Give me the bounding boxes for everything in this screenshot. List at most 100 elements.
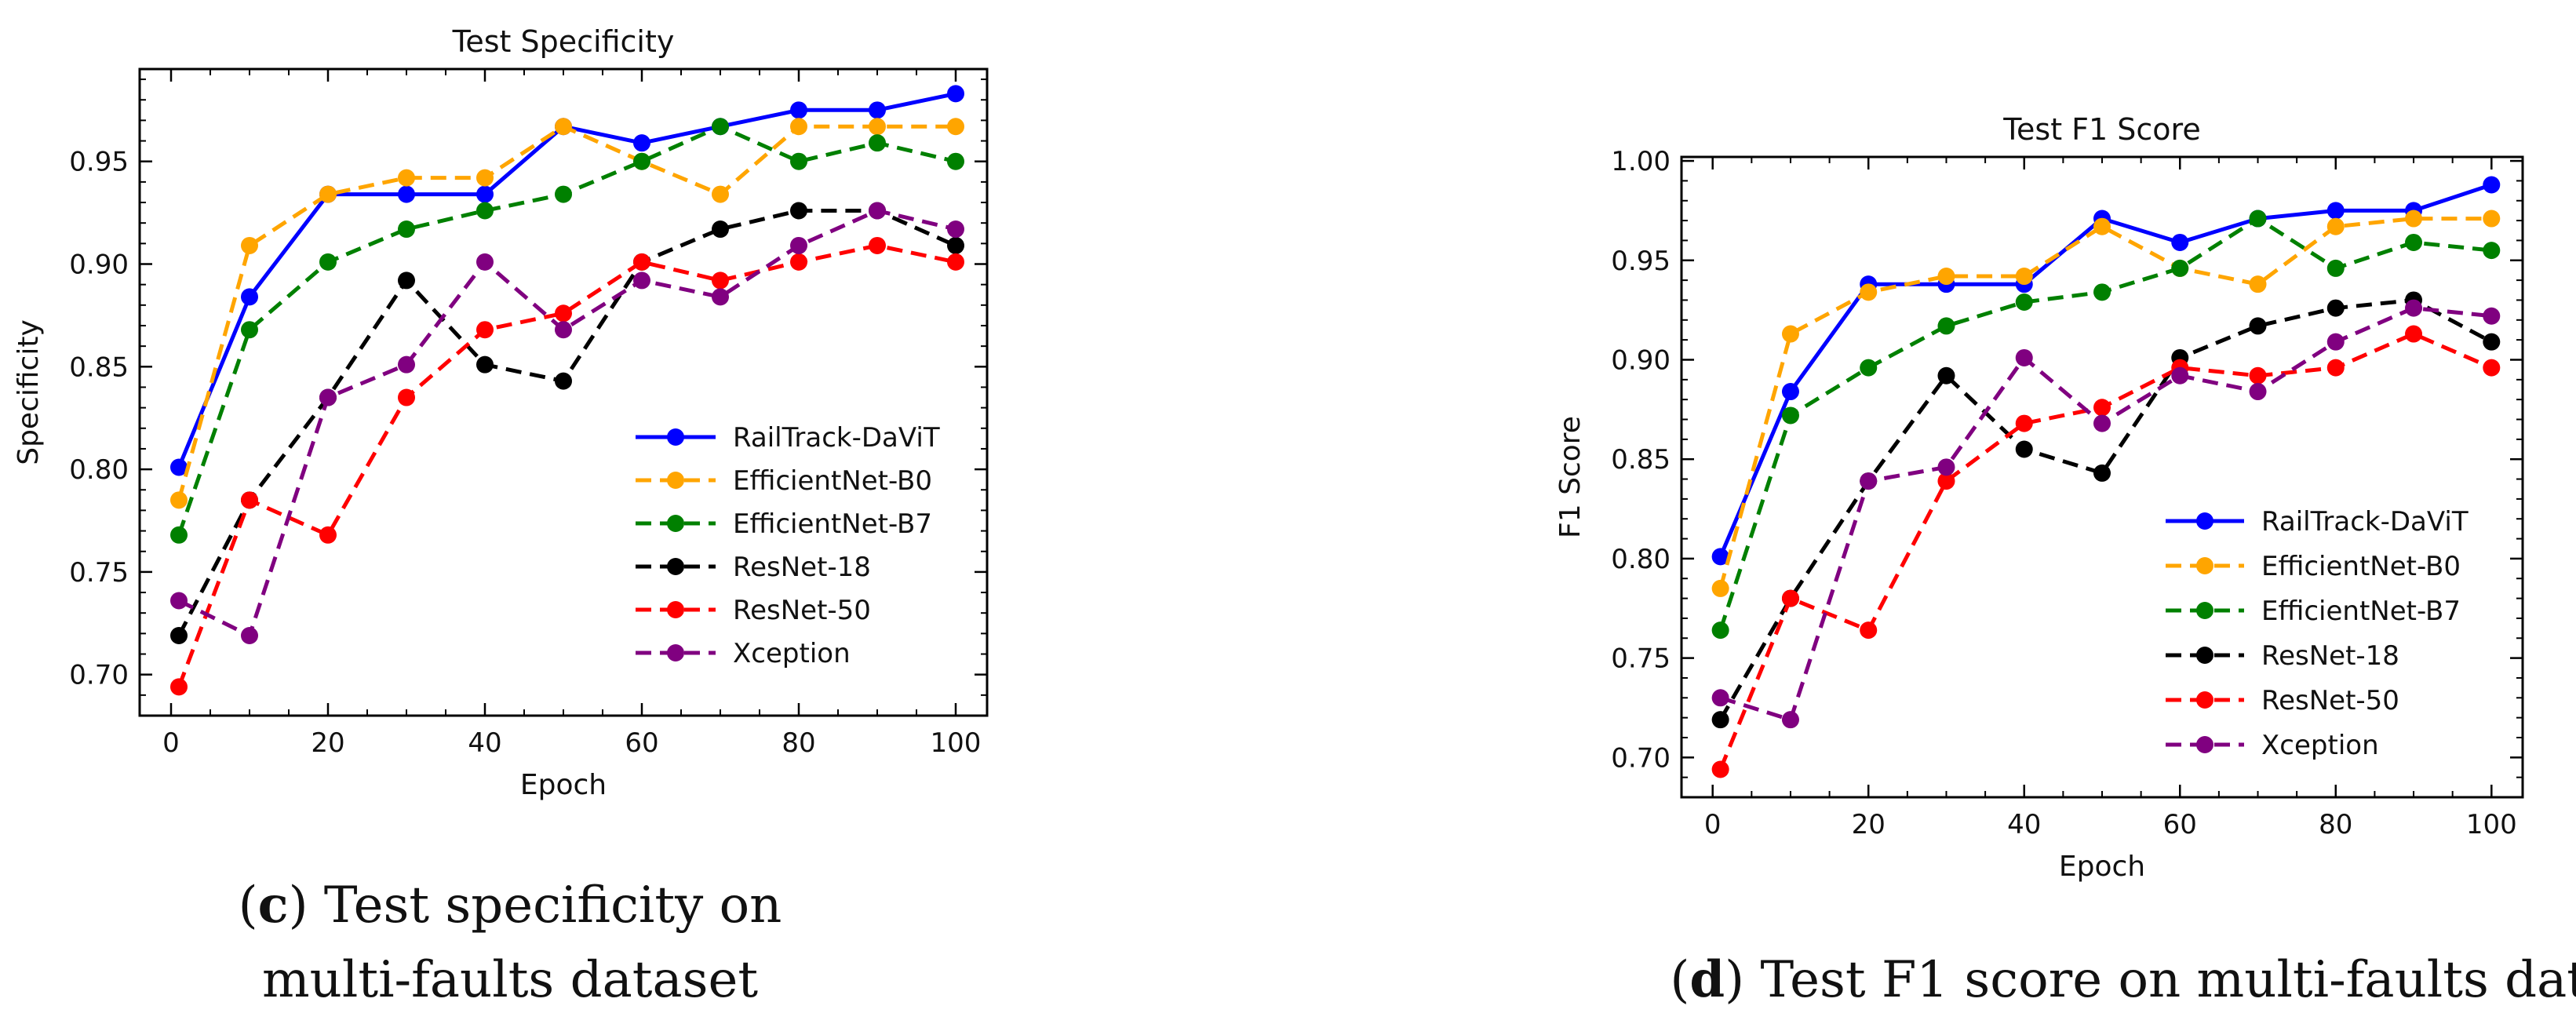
x-tick-label: 40: [2007, 809, 2041, 840]
x-tick-label: 100: [2466, 809, 2517, 840]
data-point: [947, 236, 964, 254]
data-point: [2015, 268, 2033, 286]
data-point: [1937, 458, 1955, 476]
legend-label: Xception: [733, 638, 851, 669]
data-point: [2483, 307, 2501, 325]
data-point: [241, 236, 258, 254]
data-point: [555, 321, 572, 339]
data-point: [1937, 472, 1955, 490]
data-point: [555, 118, 572, 136]
data-point: [2483, 176, 2501, 194]
data-point: [2326, 217, 2345, 235]
series-line-railtrack-davit: [177, 91, 956, 468]
data-point: [712, 272, 729, 290]
data-point: [555, 304, 572, 323]
y-tick-label: 0.90: [69, 250, 129, 281]
data-point: [2093, 283, 2111, 301]
caption-line: ) Test specificity on: [289, 876, 782, 935]
legend-label: ResNet-50: [733, 595, 871, 626]
x-tick-label: 60: [625, 727, 658, 759]
data-point: [476, 169, 494, 187]
data-point: [790, 253, 807, 271]
y-tick-label: 0.75: [69, 557, 129, 589]
data-point: [2326, 259, 2345, 277]
legend-label: EfficientNet-B0: [2261, 551, 2461, 582]
data-point: [2483, 210, 2501, 228]
y-tick-label: 0.85: [69, 352, 129, 383]
data-point: [2015, 348, 2033, 366]
series-line-resnet-18: [1718, 298, 2493, 721]
data-point: [170, 626, 188, 644]
data-point: [947, 253, 964, 271]
x-tick-label: 100: [931, 727, 982, 759]
data-point: [555, 185, 572, 203]
data-point: [1781, 383, 1799, 401]
data-point: [633, 253, 650, 271]
data-point: [2093, 217, 2111, 235]
legend-label: ResNet-18: [2261, 640, 2399, 672]
legend: RailTrack-DaViT EfficientNet-B0 EfficientN…: [636, 422, 940, 669]
y-tick-label: 0.80: [1611, 544, 1671, 575]
data-point: [170, 491, 188, 509]
chart-d: Test F1 Score 0 20 40 60 80 100 0.70 0.75 0.80 0.8…: [1554, 112, 2576, 1009]
figure-caption: (d) Test F1 score on multi-faults datase…: [1670, 950, 2576, 1009]
legend-marker: [2196, 691, 2213, 709]
legend-marker: [667, 472, 684, 489]
chart-c: Test Specificity 0 20 40 60 80 100 0.70 0.75 0.80…: [13, 24, 989, 1009]
data-point: [1781, 711, 1799, 729]
data-point: [1781, 589, 1799, 607]
caption-letter: c: [258, 876, 289, 935]
data-point: [476, 355, 494, 374]
data-point: [476, 321, 494, 339]
data-point: [476, 202, 494, 220]
caption-paren: (: [239, 876, 258, 935]
data-point: [319, 526, 337, 544]
data-point: [869, 118, 886, 136]
legend-label: EfficientNet-B0: [733, 465, 932, 497]
data-point: [476, 185, 494, 203]
legend-label: RailTrack-DaViT: [733, 422, 940, 454]
data-point: [1860, 472, 1878, 490]
data-point: [398, 169, 415, 187]
y-tick-label: 0.70: [1611, 742, 1671, 774]
data-point: [1937, 366, 1955, 384]
data-point: [2093, 414, 2111, 432]
legend-marker: [2196, 602, 2213, 619]
data-point: [1711, 689, 1729, 707]
x-tick-label: 20: [311, 727, 344, 759]
data-point: [170, 592, 188, 610]
data-point: [2015, 293, 2033, 311]
x-tick-label: 60: [2163, 809, 2197, 840]
legend: RailTrack-DaViT EfficientNet-B0 EfficientN…: [2166, 506, 2469, 761]
x-tick-label: 80: [782, 727, 815, 759]
data-point: [2171, 366, 2189, 384]
data-point: [2171, 233, 2189, 251]
data-point: [1711, 621, 1729, 640]
data-point: [947, 118, 964, 136]
data-point: [398, 388, 415, 406]
data-point: [2249, 366, 2267, 384]
y-tick-label: 0.70: [69, 660, 129, 691]
data-point: [947, 152, 964, 170]
chart-title: Test Specificity: [452, 24, 675, 59]
data-point: [790, 202, 807, 220]
data-point: [869, 236, 886, 254]
data-point: [790, 118, 807, 136]
x-tick-label: 0: [162, 727, 180, 759]
chart-title: Test F1 Score: [2002, 112, 2200, 147]
y-axis-label: Specificity: [13, 319, 45, 465]
data-point: [712, 185, 729, 203]
data-point: [2249, 210, 2267, 228]
data-point: [1937, 317, 1955, 335]
x-tick-label: 40: [468, 727, 501, 759]
legend-marker: [667, 558, 684, 575]
caption-paren: (: [1670, 951, 1689, 1009]
data-point: [170, 678, 188, 696]
x-axis-label: Epoch: [2059, 851, 2145, 883]
y-tick-label: 0.85: [1611, 444, 1671, 476]
data-point: [712, 118, 729, 136]
data-point: [712, 220, 729, 239]
data-point: [2326, 333, 2345, 351]
y-tick-label: 0.95: [1611, 246, 1671, 277]
